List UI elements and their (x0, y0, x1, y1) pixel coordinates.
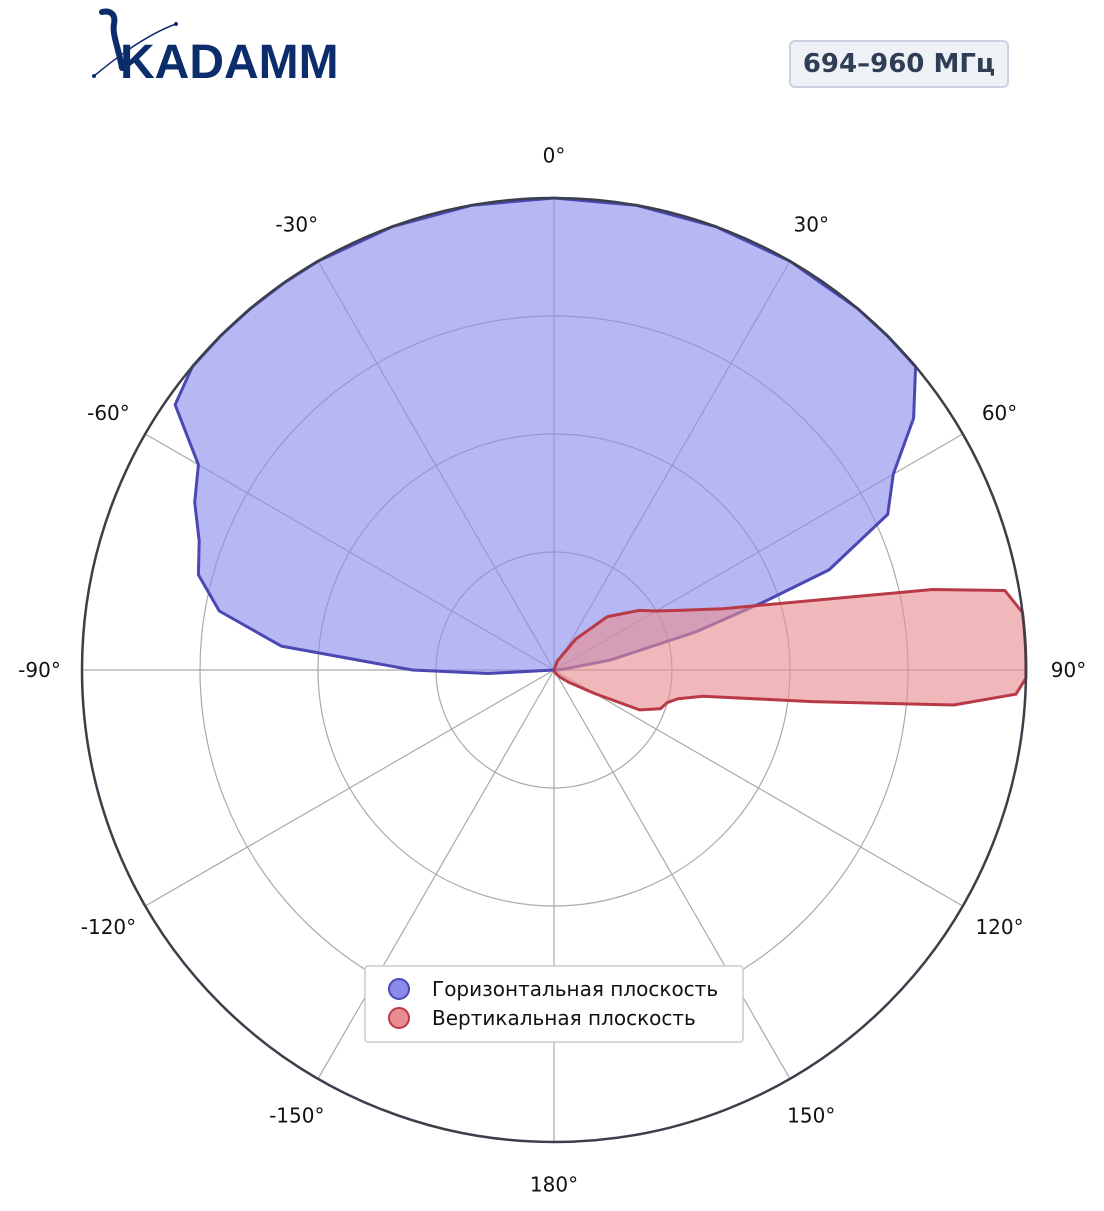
theta-tick-label: -150° (269, 1104, 324, 1128)
frequency-badge: 694–960 МГц (789, 40, 1009, 88)
theta-tick-label: 60° (982, 401, 1017, 425)
theta-tick-label: -120° (81, 915, 136, 939)
theta-tick-label: 0° (543, 144, 566, 168)
logo-orbit-icon (93, 23, 177, 77)
angular-gridline-5 (553, 669, 791, 1080)
logo-swoosh-icon (99, 8, 125, 71)
kadamm-logo-icon: KADAMM (92, 8, 339, 89)
angular-gridline-8 (144, 669, 555, 907)
horizontal-series-area (173, 196, 918, 675)
theta-tick-label: 150° (787, 1104, 835, 1128)
theta-tick-label: 180° (530, 1172, 578, 1196)
theta-tick-label: -60° (87, 401, 130, 425)
legend: Горизонтальная плоскость Вертикальная пло… (364, 965, 744, 1043)
tick-layer: 0° 30° 60° 90° 120° 150° 180° -150° -120° -90° -60… (18, 144, 1086, 1197)
series-layer (173, 196, 1028, 712)
theta-tick-label: 120° (975, 915, 1023, 939)
theta-tick-label: -30° (275, 212, 318, 236)
brand-logo: KADAMM (88, 6, 368, 89)
angular-gridline-7 (317, 669, 555, 1080)
legend-label-vertical: Вертикальная плоскость (432, 1006, 696, 1030)
frame-layer (80, 196, 1028, 1144)
legend-box (364, 965, 744, 1043)
legend-marker-horizontal-icon (388, 978, 410, 1000)
outer-frame (80, 196, 1028, 1144)
legend-label-horizontal: Горизонтальная плоскость (432, 977, 718, 1001)
theta-tick-label: 30° (794, 212, 829, 236)
svg-text:KADAMM: KADAMM (120, 36, 339, 86)
theta-tick-label: -90° (18, 658, 61, 682)
theta-tick-label: 90° (1051, 658, 1086, 682)
angular-gridline-4 (553, 669, 964, 907)
legend-marker-vertical-icon (388, 1007, 410, 1029)
